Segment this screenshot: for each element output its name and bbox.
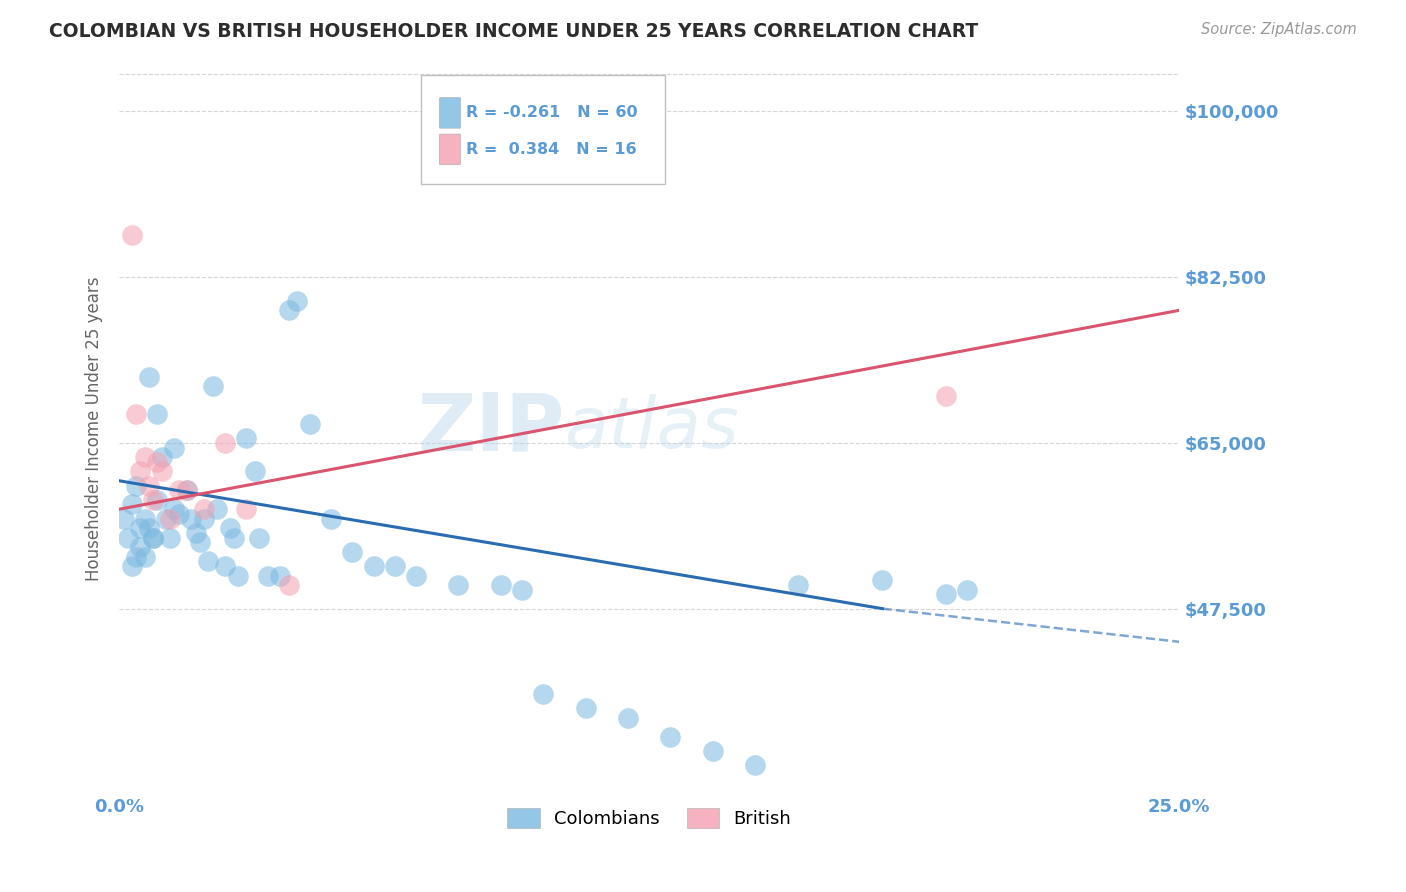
Point [214, 559, 236, 574]
Point [112, 511, 135, 525]
Text: atlas: atlas [564, 394, 740, 463]
Point [142, 531, 165, 545]
Point [193, 502, 215, 516]
Point [786, 578, 808, 592]
Point [155, 511, 177, 525]
Point [138, 369, 160, 384]
FancyBboxPatch shape [440, 97, 461, 128]
Point [146, 492, 169, 507]
Point [138, 521, 160, 535]
Point [235, 431, 257, 445]
Point [256, 568, 278, 582]
Legend: Colombians, British: Colombians, British [501, 801, 799, 836]
Point [247, 531, 270, 545]
Point [163, 502, 186, 516]
Point [205, 502, 228, 516]
Point [121, 498, 143, 512]
Point [125, 478, 148, 492]
Point [277, 303, 299, 318]
Point [134, 450, 156, 464]
Point [243, 464, 266, 478]
Point [184, 525, 207, 540]
Point [146, 455, 169, 469]
Point [363, 559, 385, 574]
Text: COLOMBIAN VS BRITISH HOUSEHOLDER INCOME UNDER 25 YEARS CORRELATION CHART: COLOMBIAN VS BRITISH HOUSEHOLDER INCOME … [49, 22, 979, 41]
Point [180, 511, 202, 525]
Point [384, 559, 406, 574]
Point [447, 578, 470, 592]
Point [150, 450, 173, 464]
Point [159, 531, 181, 545]
Point [138, 478, 160, 492]
Point [872, 573, 894, 587]
Point [222, 531, 245, 545]
Point [197, 554, 219, 568]
Point [150, 464, 173, 478]
Point [129, 464, 152, 478]
Point [121, 227, 143, 242]
Point [167, 483, 190, 498]
Point [277, 578, 299, 592]
Text: R =  0.384   N = 16: R = 0.384 N = 16 [465, 142, 637, 157]
Point [235, 502, 257, 516]
Point [134, 511, 156, 525]
Point [744, 758, 766, 772]
Point [269, 568, 291, 582]
Point [226, 568, 249, 582]
Point [201, 379, 224, 393]
FancyBboxPatch shape [440, 134, 461, 165]
Point [659, 730, 682, 744]
Point [134, 549, 156, 564]
Point [159, 511, 181, 525]
Point [163, 441, 186, 455]
Point [176, 483, 198, 498]
Point [125, 549, 148, 564]
Point [956, 582, 979, 597]
Point [129, 540, 152, 554]
Point [142, 492, 165, 507]
Point [188, 535, 211, 549]
Point [342, 545, 364, 559]
Point [489, 578, 512, 592]
Point [218, 521, 240, 535]
Point [935, 388, 957, 402]
Point [167, 507, 190, 521]
Point [176, 483, 198, 498]
Point [575, 701, 598, 715]
Point [146, 408, 169, 422]
Point [405, 568, 427, 582]
Point [321, 511, 343, 525]
Y-axis label: Householder Income Under 25 years: Householder Income Under 25 years [86, 277, 103, 581]
Point [121, 559, 143, 574]
Point [129, 521, 152, 535]
Text: ZIP: ZIP [418, 390, 564, 467]
Point [510, 582, 533, 597]
Point [935, 587, 957, 601]
Point [193, 511, 215, 525]
FancyBboxPatch shape [422, 75, 665, 185]
Point [117, 531, 139, 545]
Text: Source: ZipAtlas.com: Source: ZipAtlas.com [1201, 22, 1357, 37]
Point [617, 710, 640, 724]
Text: R = -0.261   N = 60: R = -0.261 N = 60 [465, 105, 637, 120]
Point [125, 408, 148, 422]
Point [214, 436, 236, 450]
Point [142, 531, 165, 545]
Point [285, 293, 308, 308]
Point [531, 687, 554, 701]
Point [299, 417, 322, 431]
Point [702, 744, 724, 758]
